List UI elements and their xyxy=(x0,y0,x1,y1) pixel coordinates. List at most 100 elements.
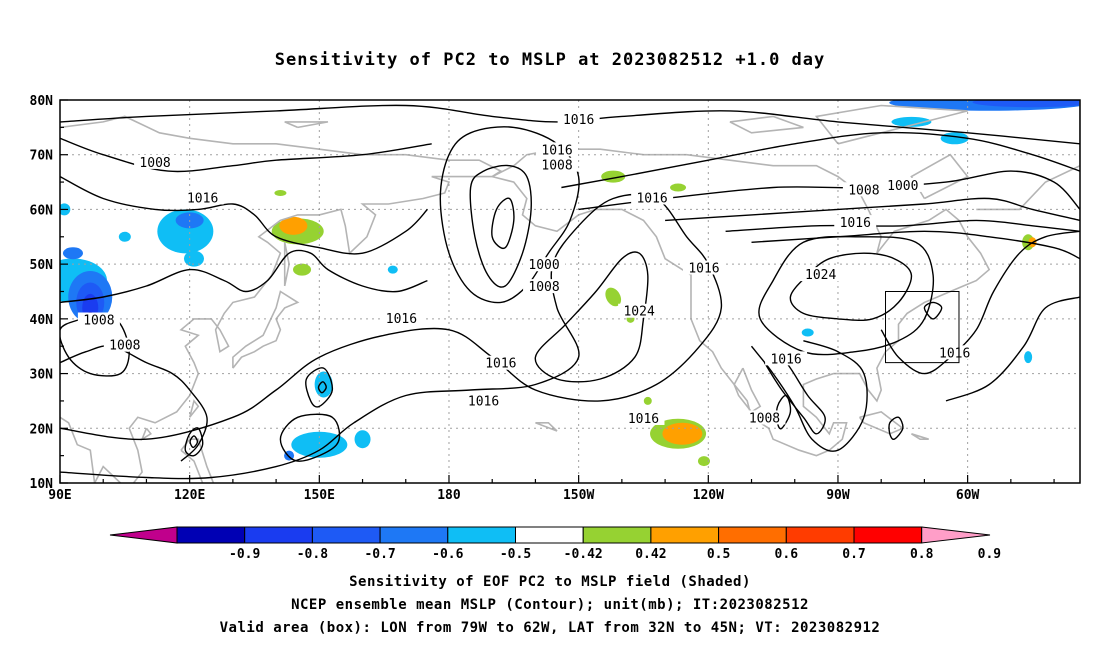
coast-asia xyxy=(60,115,503,483)
lat-label: 20N xyxy=(30,422,54,437)
contour-label: 1008 xyxy=(139,156,170,171)
lon-label: 90E xyxy=(48,488,71,503)
colorbar-swatch xyxy=(379,526,449,544)
colorbar-label: -0.6 xyxy=(432,547,463,562)
lon-label: 60W xyxy=(956,488,980,503)
contour-label-bg xyxy=(834,215,877,230)
contour-label-bg xyxy=(842,182,885,197)
contour-label-bg xyxy=(743,410,786,425)
isobar-north-2 xyxy=(60,137,432,173)
colorbar-arrow-low xyxy=(109,526,178,544)
colorbar-label: 0.5 xyxy=(707,547,730,562)
shade-pos xyxy=(279,216,308,235)
contour-label: 1008 xyxy=(541,159,572,174)
isobar-atlantic xyxy=(880,230,1080,375)
contour-label: 1008 xyxy=(848,183,879,198)
coast-hispaniola xyxy=(910,433,929,441)
lat-label: 40N xyxy=(30,313,54,328)
shade-neg xyxy=(314,371,333,398)
contour-label: 1016 xyxy=(688,262,719,277)
isobar-atlantic-2 xyxy=(945,296,1080,402)
shade-pos xyxy=(293,263,312,276)
contour-label-bg xyxy=(536,142,579,157)
coast-hawaii xyxy=(535,421,558,432)
contour-label-bg xyxy=(881,177,924,192)
coast-cuba xyxy=(858,411,905,435)
contour-label-bg xyxy=(103,337,146,352)
contour-label: 1008 xyxy=(528,280,559,295)
contour-label-bg xyxy=(462,393,505,408)
shade-neg xyxy=(291,431,348,458)
contour-label: 1016 xyxy=(187,191,218,206)
shade-pos xyxy=(662,422,703,445)
contour-label-bg xyxy=(622,410,665,425)
lon-label: 150W xyxy=(563,488,594,503)
colorbar-swatch xyxy=(718,526,787,544)
coast-arctic-islands-2 xyxy=(729,115,804,134)
colorbar-swatch xyxy=(447,526,516,544)
isobar-1016-mex xyxy=(750,340,868,452)
latitude-labels: 80N 70N 60N 50N 40N 30N 20N 10N xyxy=(30,94,54,492)
coast-hainan xyxy=(140,427,152,442)
colorbar-swatch xyxy=(311,526,381,544)
footer-line-2: NCEP ensemble mean MSLP (Contour); unit(… xyxy=(291,597,809,613)
longitude-labels: 90E 120E 150E 180 150W 120W 90W 60W xyxy=(48,488,979,503)
isobar-small-carib xyxy=(888,416,904,441)
contour-label: 1016 xyxy=(386,312,417,327)
colorbar-swatch xyxy=(650,526,720,544)
colorbar-label: -0.9 xyxy=(229,547,260,562)
contour-label: 1008 xyxy=(749,411,780,426)
contour-label: 1016 xyxy=(468,394,499,409)
contour-label: 1016 xyxy=(485,357,516,372)
contour-label: 1024 xyxy=(623,305,654,320)
lat-label: 50N xyxy=(30,258,54,273)
contour-label-bg xyxy=(536,157,579,172)
isobar-1008-low xyxy=(469,164,532,288)
contour-label: 1008 xyxy=(109,339,140,354)
lon-label: 120E xyxy=(174,488,205,503)
isobar-canada-4 xyxy=(725,219,1080,232)
isobar-asia-3 xyxy=(60,249,428,304)
contour-label-bg xyxy=(765,351,808,366)
colorbar-swatch xyxy=(176,526,246,544)
isobar-1000-low xyxy=(491,197,515,249)
colorbar-label: -0.8 xyxy=(297,547,328,562)
isobar-typhoon-1b xyxy=(317,381,327,394)
shade-neg xyxy=(118,231,131,242)
coast-taiwan xyxy=(188,399,200,418)
shade-neg xyxy=(972,100,1080,108)
colorbar-label: -0.42 xyxy=(564,547,603,562)
colorbar-swatch xyxy=(515,526,584,544)
colorbar: -0.9 -0.8 -0.7 -0.6 -0.5 -0.42 0.42 0.5 0.6 0.7 0.… xyxy=(109,526,1001,562)
shade-pos xyxy=(670,183,687,192)
coast-greenland xyxy=(976,100,1080,211)
shade-neg xyxy=(62,247,83,260)
colorbar-swatch xyxy=(582,526,652,544)
contour-label: 1000 xyxy=(528,258,559,273)
shade-pos xyxy=(605,287,622,307)
coast-philippines xyxy=(180,438,215,483)
isobar-1016 xyxy=(60,193,723,480)
contour-label: 1024 xyxy=(805,268,836,283)
contour-labels: 1016 1016 1008 1008 1016 1016 1008 1000 1016 1000… xyxy=(77,112,976,427)
coast-north-america xyxy=(491,148,991,457)
contour-label: 1016 xyxy=(939,346,970,361)
shade-pos xyxy=(274,190,287,197)
isobar-canada-3 xyxy=(665,197,1080,222)
contour-label-bg xyxy=(682,260,725,275)
contour-label: 1000 xyxy=(887,179,918,194)
coast-siberian-islands xyxy=(284,121,329,129)
isobar-north-3 xyxy=(60,175,428,255)
contour-label-bg xyxy=(933,345,976,360)
colorbar-arrow-high xyxy=(921,526,991,544)
shade-neg xyxy=(1024,351,1033,364)
lon-label: 180 xyxy=(437,488,461,503)
axis-ticks xyxy=(59,99,1055,484)
shade-neg xyxy=(354,430,371,449)
valid-area-box xyxy=(885,291,960,364)
contour-label-bg xyxy=(618,303,661,318)
shade-neg xyxy=(801,328,814,337)
colorbar-label: 0.6 xyxy=(775,547,799,562)
colorbar-label: -0.5 xyxy=(500,547,531,562)
